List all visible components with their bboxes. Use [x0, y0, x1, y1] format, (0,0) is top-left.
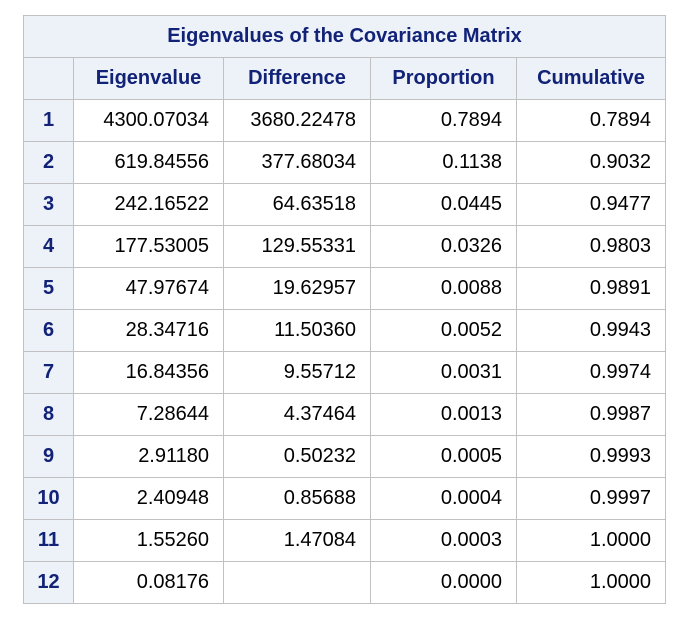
- row-header: 6: [23, 309, 74, 352]
- table-row: 12 0.08176 0.0000 1.0000: [23, 561, 666, 604]
- row-header: 5: [23, 267, 74, 310]
- cell-proportion: 0.0031: [370, 351, 517, 394]
- cell-proportion: 0.7894: [370, 99, 517, 142]
- table-row: 1 4300.07034 3680.22478 0.7894 0.7894: [23, 99, 666, 142]
- table-row: 11 1.55260 1.47084 0.0003 1.0000: [23, 519, 666, 562]
- cell-difference: 9.55712: [223, 351, 371, 394]
- row-header: 11: [23, 519, 74, 562]
- cell-eigenvalue: 242.16522: [73, 183, 224, 226]
- row-header: 10: [23, 477, 74, 520]
- cell-difference: 3680.22478: [223, 99, 371, 142]
- row-header: 9: [23, 435, 74, 478]
- table-title: Eigenvalues of the Covariance Matrix: [23, 15, 666, 58]
- cell-difference: 64.63518: [223, 183, 371, 226]
- cell-difference: 19.62957: [223, 267, 371, 310]
- cell-eigenvalue: 47.97674: [73, 267, 224, 310]
- cell-difference: 129.55331: [223, 225, 371, 268]
- cell-eigenvalue: 619.84556: [73, 141, 224, 184]
- column-header-row: Eigenvalue Difference Proportion Cumulat…: [23, 57, 666, 100]
- corner-cell: [23, 57, 74, 100]
- cell-eigenvalue: 4300.07034: [73, 99, 224, 142]
- row-header: 2: [23, 141, 74, 184]
- table-row: 2 619.84556 377.68034 0.1138 0.9032: [23, 141, 666, 184]
- cell-eigenvalue: 2.40948: [73, 477, 224, 520]
- cell-proportion: 0.0088: [370, 267, 517, 310]
- cell-eigenvalue: 177.53005: [73, 225, 224, 268]
- cell-cumulative: 0.9803: [516, 225, 666, 268]
- cell-difference: 11.50360: [223, 309, 371, 352]
- cell-proportion: 0.0000: [370, 561, 517, 604]
- cell-cumulative: 0.9943: [516, 309, 666, 352]
- table-row: 6 28.34716 11.50360 0.0052 0.9943: [23, 309, 666, 352]
- cell-eigenvalue: 28.34716: [73, 309, 224, 352]
- eigenvalues-table: Eigenvalues of the Covariance Matrix Eig…: [23, 15, 666, 604]
- cell-difference: 0.85688: [223, 477, 371, 520]
- cell-eigenvalue: 1.55260: [73, 519, 224, 562]
- cell-eigenvalue: 2.91180: [73, 435, 224, 478]
- table-row: 8 7.28644 4.37464 0.0013 0.9987: [23, 393, 666, 436]
- cell-cumulative: 0.7894: [516, 99, 666, 142]
- cell-proportion: 0.0004: [370, 477, 517, 520]
- cell-difference: 1.47084: [223, 519, 371, 562]
- row-header: 1: [23, 99, 74, 142]
- cell-eigenvalue: 0.08176: [73, 561, 224, 604]
- column-header-proportion: Proportion: [370, 57, 517, 100]
- cell-eigenvalue: 16.84356: [73, 351, 224, 394]
- table-row: 9 2.91180 0.50232 0.0005 0.9993: [23, 435, 666, 478]
- cell-cumulative: 0.9974: [516, 351, 666, 394]
- cell-difference: 0.50232: [223, 435, 371, 478]
- cell-proportion: 0.1138: [370, 141, 517, 184]
- row-header: 8: [23, 393, 74, 436]
- cell-eigenvalue: 7.28644: [73, 393, 224, 436]
- table-row: 10 2.40948 0.85688 0.0004 0.9997: [23, 477, 666, 520]
- column-header-eigenvalue: Eigenvalue: [73, 57, 224, 100]
- cell-proportion: 0.0003: [370, 519, 517, 562]
- row-header: 7: [23, 351, 74, 394]
- cell-cumulative: 1.0000: [516, 519, 666, 562]
- cell-proportion: 0.0052: [370, 309, 517, 352]
- cell-cumulative: 0.9997: [516, 477, 666, 520]
- cell-difference: 377.68034: [223, 141, 371, 184]
- cell-cumulative: 0.9032: [516, 141, 666, 184]
- table-body: 1 4300.07034 3680.22478 0.7894 0.7894 2 619.84…: [23, 99, 666, 604]
- column-header-cumulative: Cumulative: [516, 57, 666, 100]
- cell-proportion: 0.0326: [370, 225, 517, 268]
- cell-proportion: 0.0013: [370, 393, 517, 436]
- cell-proportion: 0.0445: [370, 183, 517, 226]
- row-header: 12: [23, 561, 74, 604]
- cell-proportion: 0.0005: [370, 435, 517, 478]
- cell-cumulative: 0.9993: [516, 435, 666, 478]
- table-row: 7 16.84356 9.55712 0.0031 0.9974: [23, 351, 666, 394]
- cell-cumulative: 0.9987: [516, 393, 666, 436]
- cell-difference: [223, 561, 371, 604]
- table-title-row: Eigenvalues of the Covariance Matrix: [23, 15, 666, 58]
- cell-cumulative: 1.0000: [516, 561, 666, 604]
- cell-cumulative: 0.9891: [516, 267, 666, 310]
- cell-cumulative: 0.9477: [516, 183, 666, 226]
- cell-difference: 4.37464: [223, 393, 371, 436]
- row-header: 4: [23, 225, 74, 268]
- table-row: 5 47.97674 19.62957 0.0088 0.9891: [23, 267, 666, 310]
- table-row: 4 177.53005 129.55331 0.0326 0.9803: [23, 225, 666, 268]
- table-row: 3 242.16522 64.63518 0.0445 0.9477: [23, 183, 666, 226]
- column-header-difference: Difference: [223, 57, 371, 100]
- eigenvalues-table-container: Eigenvalues of the Covariance Matrix Eig…: [23, 15, 666, 604]
- row-header: 3: [23, 183, 74, 226]
